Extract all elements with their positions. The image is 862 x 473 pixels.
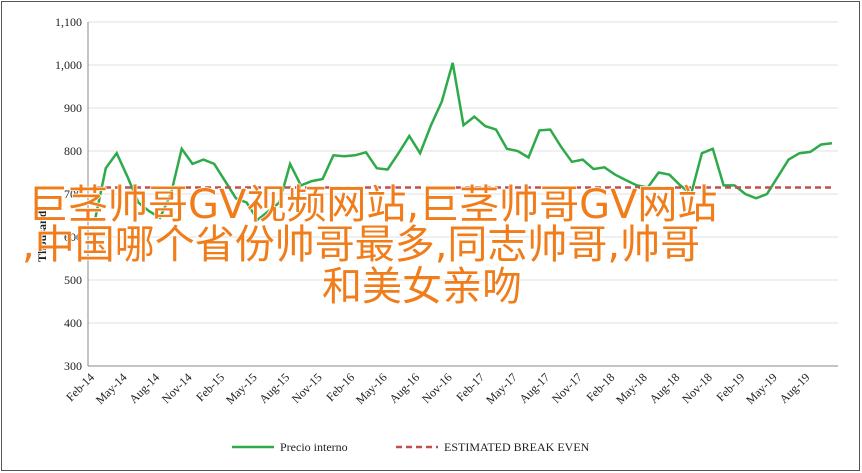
y-tick-label: 1,000 (55, 58, 82, 72)
y-tick-label: 900 (64, 101, 82, 115)
overlay-text: ,中国哪个省份帅哥最多,同志帅哥,帅哥 (22, 222, 700, 268)
y-tick-label: 1,100 (55, 15, 82, 29)
overlay-text: 巨茎帅哥GV视频网站,巨茎帅哥GV网站 (28, 182, 717, 228)
y-axis-label: Thousands (35, 206, 49, 262)
legend-label: Precio interno (280, 440, 348, 454)
legend-label: ESTIMATED BREAK EVEN (444, 440, 590, 454)
y-tick-label: 700 (64, 187, 82, 201)
y-tick-label: 600 (64, 230, 82, 244)
series-line (93, 62, 833, 222)
overlay-text: 和美女亲吻 (322, 264, 522, 310)
y-tick-label: 800 (64, 144, 82, 158)
y-tick-label: 400 (64, 316, 82, 330)
y-tick-label: 500 (64, 273, 82, 287)
y-tick-label: 300 (64, 359, 82, 373)
